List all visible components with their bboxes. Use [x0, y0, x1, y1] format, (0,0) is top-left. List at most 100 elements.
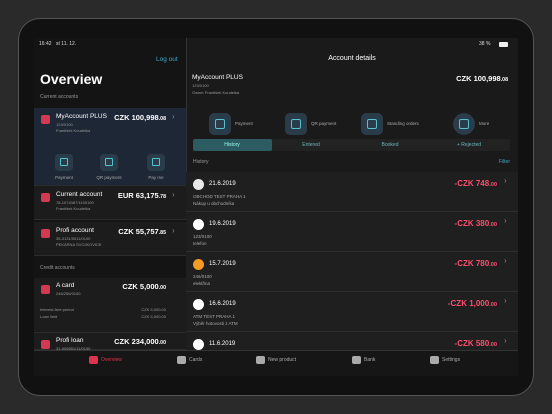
chevron: › — [504, 336, 507, 345]
status-time: 16:42 — [39, 41, 52, 47]
logout-link[interactable]: Log out — [156, 56, 178, 63]
detail-number: 123/0100 — [192, 83, 209, 88]
account-amount: EUR 63,175.78 — [118, 192, 166, 200]
amount-decimals: .78 — [158, 194, 166, 200]
detail-value: CZK 5,000.00 — [141, 307, 166, 312]
account-card[interactable] — [34, 108, 186, 186]
transaction-amount: -CZK 780.00 — [455, 260, 497, 269]
detail-amount: CZK 100,998.08 — [456, 75, 508, 83]
account-amount: CZK 234,000.00 — [114, 338, 166, 346]
screen: 16:42 st 11. 12. 38 % Log out Overview Curren… — [34, 38, 518, 376]
amount-decimals: .00 — [158, 285, 166, 291]
tab[interactable]: History — [224, 141, 240, 148]
action-label: Pay me — [148, 175, 164, 180]
amount: CZK 55,757 — [118, 227, 159, 236]
detail-label: Loan limit — [40, 314, 58, 319]
amount-decimals: .08 — [158, 116, 166, 122]
action-icon[interactable] — [147, 154, 165, 171]
tab-active — [193, 139, 272, 151]
tab-bar-item[interactable]: Cards — [189, 357, 203, 363]
tab-icon — [430, 356, 439, 364]
account-number: 35-3131/0011/0100 — [56, 236, 91, 241]
detail-owner: Owner František Koudelka — [192, 90, 240, 95]
credit-card[interactable] — [34, 333, 186, 350]
transaction-date: 21.6.2019 — [209, 181, 236, 187]
amount-decimals: .85 — [158, 230, 166, 236]
transaction-icon — [193, 339, 204, 350]
amount: CZK 234,000 — [114, 337, 159, 346]
tab-bar-item[interactable]: Settings — [442, 357, 461, 363]
action-glyph — [367, 119, 377, 129]
action-glyph — [105, 158, 113, 166]
tab-icon — [352, 356, 361, 364]
transaction-amount: -CZK 1,000.00 — [448, 300, 497, 309]
transaction-date: 11.6.2019 — [209, 341, 236, 347]
transaction-row[interactable] — [186, 212, 518, 252]
action-icon[interactable] — [55, 154, 73, 171]
action-icon[interactable] — [100, 154, 118, 171]
account-icon — [41, 115, 50, 124]
tab-bar-item[interactable]: New product — [268, 357, 297, 363]
action-icon[interactable] — [453, 113, 475, 135]
tab[interactable]: Booked — [381, 141, 399, 148]
battery-icon — [499, 42, 508, 47]
action-label: QR payment — [96, 175, 122, 180]
chevron: › — [172, 112, 175, 121]
tab[interactable]: Entered — [302, 141, 320, 148]
account-name: Profi loan — [56, 337, 84, 344]
transaction-line1: OBCHOD TEST PRAHA 1 — [193, 194, 246, 199]
account-number: 246/256/0100 — [56, 291, 81, 296]
tab-icon — [177, 356, 186, 364]
transaction-line2: Nákup u obchodníka — [193, 201, 235, 206]
amount: -CZK 748 — [454, 179, 490, 188]
tab[interactable]: + Rejected — [456, 141, 482, 148]
transaction-date: 16.6.2019 — [209, 301, 236, 307]
action-icon[interactable] — [285, 113, 307, 135]
status-date: st 11. 12. — [56, 41, 77, 47]
transaction-amount: -CZK 380.00 — [455, 220, 497, 229]
account-card[interactable] — [34, 186, 186, 220]
filter-link[interactable]: Filter — [498, 159, 510, 165]
transaction-date: 15.7.2019 — [209, 261, 236, 267]
account-icon — [41, 340, 50, 349]
amount-decimals: .00 — [489, 302, 497, 308]
account-number: 78-1074387/1100100 — [56, 200, 94, 205]
action-glyph — [215, 119, 225, 129]
transaction-row[interactable] — [186, 172, 518, 212]
action-label: Standing orders — [387, 121, 419, 126]
chevron: › — [172, 190, 175, 199]
tab-bar-item[interactable]: Overview — [101, 357, 122, 363]
account-name: Current account — [56, 191, 103, 198]
account-name: A card — [56, 282, 75, 289]
amount: EUR 63,175 — [117, 191, 159, 200]
account-number: 31-909591/11/0100 — [56, 346, 91, 351]
tab-bar-item[interactable]: Bank — [364, 357, 376, 363]
amount: CZK 100,998 — [114, 113, 159, 122]
detail-header: Account details — [328, 55, 376, 62]
chevron: › — [504, 256, 507, 265]
account-owner: František Koudelka — [56, 128, 91, 133]
transaction-line1: ATM TEST PRAHA 1 — [193, 314, 236, 319]
chevron: › — [504, 296, 507, 305]
history-label: History — [193, 159, 209, 165]
transaction-icon — [193, 179, 204, 190]
detail-label: Interest-free period — [40, 307, 74, 312]
amount-decimals: .00 — [489, 222, 497, 228]
transaction-line1: 123/0100 — [193, 234, 212, 239]
status-battery: 38 % — [479, 41, 491, 47]
transaction-amount: -CZK 748.00 — [455, 180, 497, 189]
transaction-line1: 246/0100 — [193, 274, 212, 279]
credit-card[interactable] — [34, 278, 186, 333]
amount: CZK 100,998 — [456, 74, 501, 83]
action-icon[interactable] — [361, 113, 383, 135]
chevron: › — [172, 226, 175, 235]
transaction-row[interactable] — [186, 252, 518, 292]
amount-decimals: .00 — [489, 182, 497, 188]
account-icon — [41, 229, 50, 238]
action-icon[interactable] — [209, 113, 231, 135]
account-card[interactable] — [34, 222, 186, 256]
transaction-row[interactable] — [186, 292, 518, 332]
action-glyph — [152, 158, 160, 166]
transaction-line2: telefon — [193, 241, 207, 246]
